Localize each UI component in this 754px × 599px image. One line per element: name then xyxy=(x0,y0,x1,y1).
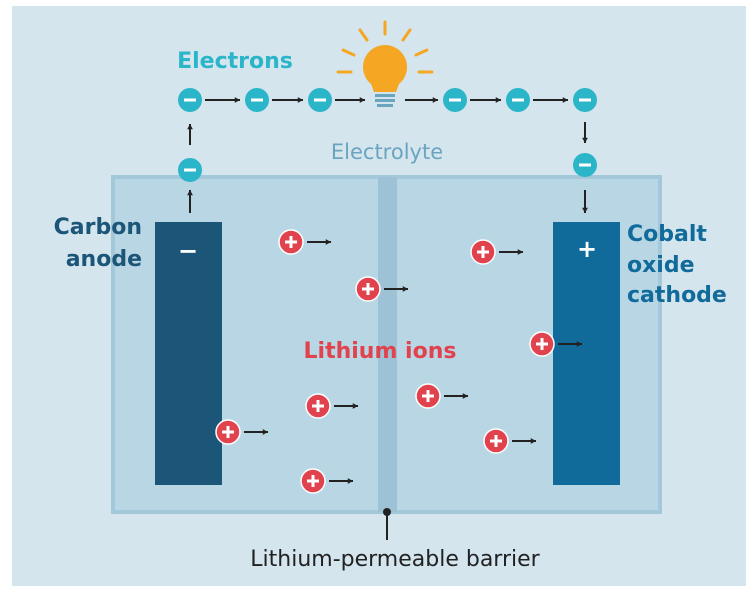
electron xyxy=(443,88,467,112)
cathode-label: Cobalt xyxy=(627,222,707,247)
barrier-pointer-dot xyxy=(383,508,391,516)
anode-label: Carbon xyxy=(54,215,142,240)
electron-minus xyxy=(251,99,263,102)
lithium-ion xyxy=(356,277,380,301)
electron xyxy=(245,88,269,112)
lithium-ion xyxy=(530,332,554,356)
electron-minus xyxy=(579,164,591,167)
electron-minus xyxy=(449,99,461,102)
ion-plus-v xyxy=(541,338,544,350)
ion-plus-v xyxy=(227,426,230,438)
anode-label: anode xyxy=(66,247,142,272)
ion-plus-v xyxy=(495,435,498,447)
lithium-ion xyxy=(416,384,440,408)
electron-minus xyxy=(184,99,196,102)
electron xyxy=(573,88,597,112)
electron xyxy=(573,153,597,177)
ion-plus-v xyxy=(367,283,370,295)
barrier-label: Lithium-permeable barrier xyxy=(250,547,540,572)
electron xyxy=(178,158,202,182)
electron-minus xyxy=(512,99,524,102)
ion-plus-v xyxy=(312,475,315,487)
electron-minus xyxy=(184,169,196,172)
ion-plus-v xyxy=(482,246,485,258)
cathode-label: cathode xyxy=(627,283,727,308)
electron-minus xyxy=(314,99,326,102)
electron xyxy=(506,88,530,112)
lithium-ion xyxy=(301,469,325,493)
electron xyxy=(308,88,332,112)
anode-sign: − xyxy=(178,237,198,265)
lithium-ion xyxy=(216,420,240,444)
ion-plus-v xyxy=(317,400,320,412)
ion-plus-v xyxy=(290,236,293,248)
cathode-sign: + xyxy=(577,235,597,263)
lithium-ion xyxy=(279,230,303,254)
cathode-label: oxide xyxy=(627,253,695,278)
lithium-ion xyxy=(484,429,508,453)
electron xyxy=(178,88,202,112)
electrolyte-label: Electrolyte xyxy=(331,140,443,164)
diagram: − + Electrons Electrolyte Carbon anode C… xyxy=(0,0,754,595)
electrons-label: Electrons xyxy=(177,49,293,74)
lithium-ions-label: Lithium ions xyxy=(304,339,457,364)
ion-plus-v xyxy=(427,390,430,402)
lithium-ion xyxy=(471,240,495,264)
electron-minus xyxy=(579,99,591,102)
lithium-ion xyxy=(306,394,330,418)
